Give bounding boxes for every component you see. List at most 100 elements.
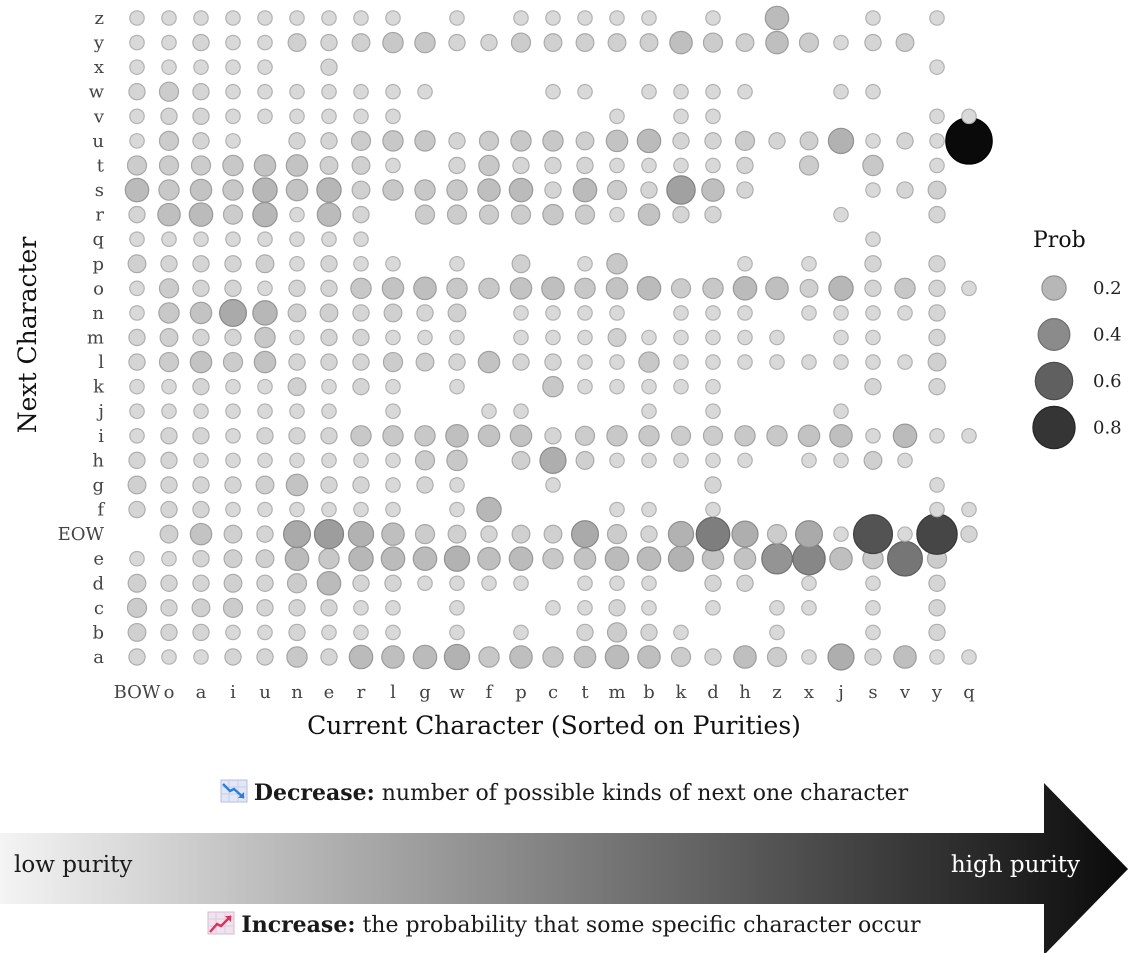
y-tick-label: h [92, 450, 104, 471]
bubble-m-after-s [865, 329, 881, 346]
high-purity-label: high purity [950, 852, 1080, 878]
bubble-b-after-y [928, 623, 946, 642]
bubble-EOW-after-x [794, 520, 823, 549]
bubble-b-after-BOW [127, 622, 147, 642]
bubble-l-after-k [673, 354, 689, 370]
bubble-h-after-m [609, 452, 625, 469]
bubble-EOW-after-f [480, 525, 498, 543]
bubble-u-after-m [605, 129, 629, 153]
bubble-t-after-i [222, 154, 244, 177]
bubble-o-after-i [224, 279, 242, 298]
bubble-r-after-c [542, 203, 564, 226]
bubble-q-after-a [193, 231, 209, 247]
bubble-q-after-u [257, 231, 273, 247]
bubble-f-after-e [321, 501, 337, 518]
bubble-l-after-u [253, 350, 277, 374]
bubble-k-after-e [321, 378, 337, 395]
bubble-r-after-m [609, 206, 625, 223]
bubble-points [124, 5, 993, 671]
y-tick-label: t [97, 155, 105, 176]
bubble-t-after-o [158, 155, 180, 176]
x-tick-label: v [899, 682, 911, 703]
legend-key [1037, 318, 1071, 351]
bubble-j-after-b [641, 403, 657, 420]
bubble-EOW-after-j [833, 526, 849, 542]
bubble-t-after-w [448, 156, 466, 175]
bubble-i-after-d [702, 425, 724, 446]
bubble-i-after-j [829, 424, 853, 448]
bubble-e-after-t [573, 547, 597, 570]
bubble-i-after-BOW [129, 428, 145, 444]
legend-label: 0.6 [1093, 371, 1122, 392]
bubble-h-after-j [833, 452, 849, 469]
bubble-s-after-t [572, 177, 598, 203]
bubble-j-after-a [193, 403, 209, 420]
bubble-e-after-w [443, 545, 471, 572]
bubble-s-after-h [736, 181, 754, 199]
bubble-q-after-r [353, 231, 369, 247]
bubble-s-after-a [189, 178, 213, 202]
bubble-t-after-BOW [126, 155, 148, 176]
bubble-u-after-b [636, 128, 662, 154]
x-tick-label: p [515, 682, 527, 703]
bubble-b-after-i [225, 624, 241, 641]
bubble-p-after-e [320, 255, 338, 273]
bubble-y-after-v [895, 33, 915, 53]
bubble-z-after-y [929, 10, 945, 26]
bubble-s-after-r [351, 180, 371, 200]
bubble-i-after-x [797, 424, 821, 448]
bubble-s-after-u [252, 177, 278, 203]
bubble-g-after-i [224, 476, 242, 494]
bubble-EOW-after-v [897, 526, 913, 542]
bubble-q-after-s [865, 231, 881, 247]
bubble-y-after-w [448, 33, 466, 52]
bubble-j-after-u [257, 403, 273, 420]
bubble-d-after-a [192, 574, 210, 592]
bubble-i-after-u [256, 427, 274, 445]
bubble-s-after-i [222, 179, 244, 201]
bubble-m-after-r [352, 328, 370, 347]
bubble-s-after-o [158, 179, 180, 201]
bubble-c-after-o [160, 599, 178, 617]
bubble-k-after-o [161, 378, 177, 395]
bubble-r-after-t [574, 204, 596, 225]
bubble-g-after-y [929, 477, 945, 493]
bubble-u-after-w [448, 132, 466, 150]
bubble-d-after-w [449, 575, 465, 592]
bubble-n-after-v [897, 305, 913, 321]
bubble-EOW-after-a [189, 522, 213, 546]
bubble-b-after-e [321, 624, 337, 641]
bubble-l-after-h [737, 354, 753, 370]
bubble-g-after-d [704, 476, 722, 494]
bubble-i-after-v [892, 423, 918, 449]
bubble-a-after-c [542, 646, 564, 668]
bubble-r-after-b [637, 203, 661, 226]
bubble-b-after-b [640, 623, 658, 642]
bubble-h-after-p [511, 450, 531, 470]
bubble-k-after-BOW [129, 378, 145, 395]
bubble-o-after-k [670, 278, 692, 299]
bubble-v-after-k [673, 108, 689, 125]
purity-arrow [0, 783, 1128, 953]
bubble-i-after-o [160, 427, 178, 445]
bubble-h-after-BOW [128, 451, 146, 470]
bubble-t-after-c [544, 156, 562, 175]
bubble-e-after-h [733, 547, 757, 570]
bubble-EOW-after-n [283, 520, 312, 549]
bubble-m-after-m [607, 328, 627, 347]
bubble-w-after-h [737, 83, 753, 100]
bubble-h-after-x [801, 452, 817, 469]
bubble-z-after-a [193, 10, 209, 26]
bubble-l-after-d [705, 354, 721, 370]
bubble-o-after-x [799, 278, 819, 298]
chart-increase-icon [207, 911, 235, 935]
bubble-o-after-a [192, 279, 210, 298]
bubble-q-after-o [161, 231, 177, 247]
bubble-r-after-d [704, 205, 722, 224]
bubble-q-after-i [225, 231, 241, 247]
bubble-t-after-e [319, 156, 339, 175]
bubble-e-after-g [412, 546, 438, 571]
bubble-f-after-i [225, 501, 241, 518]
bubble-l-after-o [158, 351, 180, 373]
bubble-n-after-e [319, 303, 339, 323]
